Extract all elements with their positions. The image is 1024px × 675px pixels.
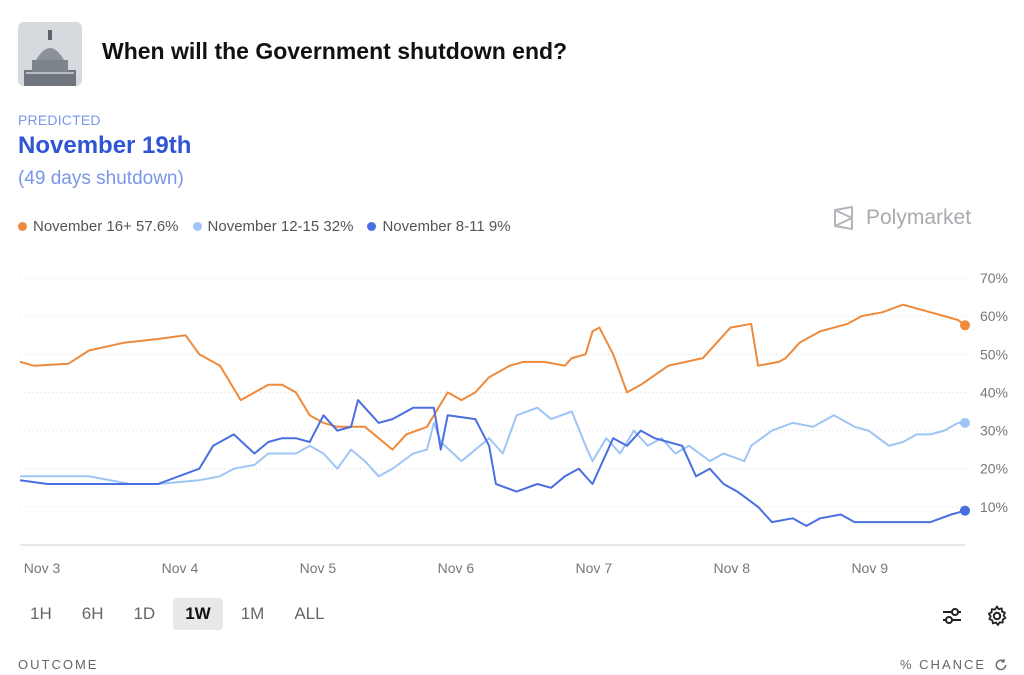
prediction-label: PREDICTED [18, 112, 101, 128]
filter-button[interactable] [940, 604, 964, 628]
legend-item-nov12: November 12-15 32% [192, 218, 354, 235]
y-tick-label: 60% [980, 308, 1008, 324]
tab-1w[interactable]: 1W [173, 598, 223, 630]
series-end-dot-3 [960, 505, 970, 516]
legend-label: November 8-11 9% [382, 218, 511, 235]
y-tick-label: 40% [980, 384, 1008, 400]
chance-column-header: % CHANCE [900, 657, 1008, 672]
tab-6h[interactable]: 6H [81, 604, 104, 623]
y-tick-label: 10% [980, 499, 1008, 515]
legend-label: November 16+ 57.6% [33, 218, 179, 235]
x-tick-label: Nov 7 [576, 560, 613, 576]
x-tick-label: Nov 5 [300, 560, 337, 576]
y-tick-label: 70% [980, 270, 1008, 286]
x-tick-label: Nov 9 [851, 560, 888, 576]
prediction-value: November 19th [18, 132, 192, 159]
series-line-2 [20, 406, 965, 485]
chance-label: % CHANCE [900, 657, 987, 672]
refresh-icon[interactable] [994, 658, 1008, 672]
tab-1m[interactable]: 1M [240, 604, 265, 623]
legend-dot-icon [192, 222, 202, 231]
line-chart: 10% 20% 30% 40% 50% 60% 70% Nov 3 Nov 4 Nov 5 Nov … [19, 270, 1008, 576]
market-title: When will the Government shutdown end? [102, 38, 568, 64]
outcome-column-header: OUTCOME [18, 657, 99, 672]
series-line-3 [19, 399, 966, 527]
gear-icon [987, 605, 1007, 626]
legend-dot-icon [367, 222, 377, 231]
tab-1h[interactable]: 1H [30, 604, 52, 623]
tab-all[interactable]: ALL [294, 604, 325, 623]
legend-dot-icon [18, 222, 27, 231]
legend-item-nov16: November 16+ 57.6% [18, 218, 179, 235]
polymarket-logo-icon [834, 206, 853, 230]
x-tick-label: Nov 6 [438, 560, 475, 576]
tab-1d[interactable]: 1D [133, 604, 156, 623]
time-range-tabs: 1H 6H 1D 1W 1M ALL [18, 598, 337, 630]
chart-legend: November 16+ 57.6% November 12-15 32% No… [18, 218, 511, 235]
capitol-dome-icon [18, 22, 82, 86]
series-line-1 [19, 303, 966, 451]
legend-label: November 12-15 32% [207, 218, 354, 235]
series-end-dot-2 [960, 417, 970, 428]
market-thumbnail [18, 22, 82, 86]
prediction-subtext: (49 days shutdown) [18, 168, 184, 189]
settings-button[interactable] [985, 604, 1009, 628]
y-tick-label: 20% [980, 461, 1008, 477]
polymarket-watermark: Polymarket [832, 206, 971, 230]
y-tick-label: 50% [980, 346, 1008, 362]
legend-item-nov8: November 8-11 9% [367, 218, 511, 235]
brand-name: Polymarket [866, 206, 972, 229]
x-tick-label: Nov 4 [162, 560, 199, 576]
x-tick-label: Nov 8 [713, 560, 750, 576]
x-tick-label: Nov 3 [24, 560, 61, 576]
y-tick-label: 30% [980, 423, 1008, 439]
series-end-dot-1 [960, 320, 970, 331]
sliders-icon [943, 608, 961, 624]
